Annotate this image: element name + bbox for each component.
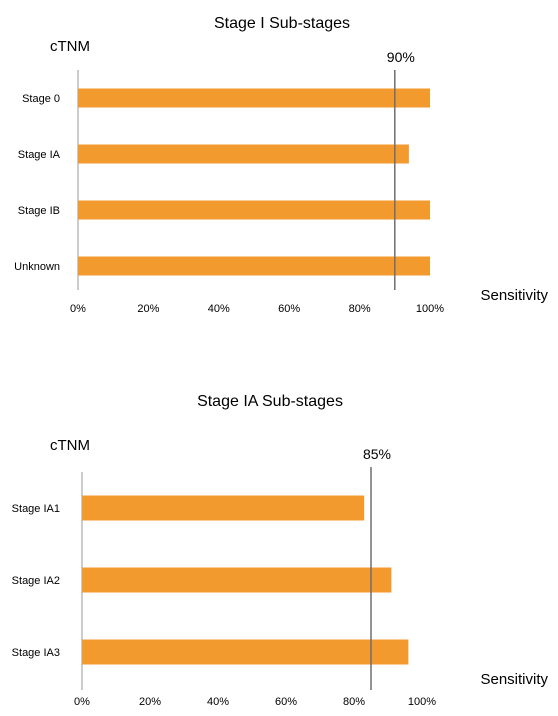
chart1-bar-stage-ia — [78, 144, 409, 164]
chart2-reference-label: 85% — [363, 446, 391, 462]
chart2-bar-stage-ia3 — [82, 639, 409, 665]
chart2-bar-stage-ia2 — [82, 567, 392, 593]
chart2-x-tick-label: 100% — [408, 696, 436, 708]
chart2-category-label: Stage IA3 — [12, 647, 60, 659]
chart1-category-label: Stage 0 — [22, 93, 60, 105]
chart1-category-label: Unknown — [14, 261, 60, 273]
chart1-x-axis-label: Sensitivity — [480, 287, 548, 304]
chart2-x-tick-label: 0% — [74, 696, 90, 708]
chart2-x-tick-label: 60% — [275, 696, 297, 708]
chart2-category-label: Stage IA1 — [12, 503, 60, 515]
chart2-bar-stage-ia1 — [82, 495, 365, 521]
chart1-bar-stage-0 — [78, 88, 430, 108]
chart2-x-tick-label: 40% — [207, 696, 229, 708]
chart2-y-axis-label: cTNM — [50, 437, 90, 454]
chart1-bar-stage-ib — [78, 200, 430, 220]
chart2-category-label: Stage IA2 — [12, 575, 60, 587]
chart2-x-axis-label: Sensitivity — [480, 671, 548, 688]
chart2-x-tick-label: 20% — [139, 696, 161, 708]
chart1-y-axis-label: cTNM — [50, 38, 90, 55]
chart1-category-label: Stage IB — [18, 205, 60, 217]
chart2-x-tick-label: 80% — [343, 696, 365, 708]
chart1-title: Stage I Sub-stages — [214, 15, 350, 32]
chart1-bar-unknown — [78, 256, 430, 276]
chart1-x-tick-label: 60% — [278, 303, 300, 315]
chart1-x-tick-label: 20% — [137, 303, 159, 315]
chart1-x-tick-label: 40% — [208, 303, 230, 315]
chart1-x-tick-label: 100% — [416, 303, 444, 315]
chart2-title: Stage IA Sub-stages — [197, 393, 343, 410]
chart1-x-tick-label: 0% — [70, 303, 86, 315]
chart1-x-tick-label: 80% — [349, 303, 371, 315]
chart1-category-label: Stage IA — [18, 149, 61, 161]
chart1-reference-label: 90% — [387, 49, 415, 65]
